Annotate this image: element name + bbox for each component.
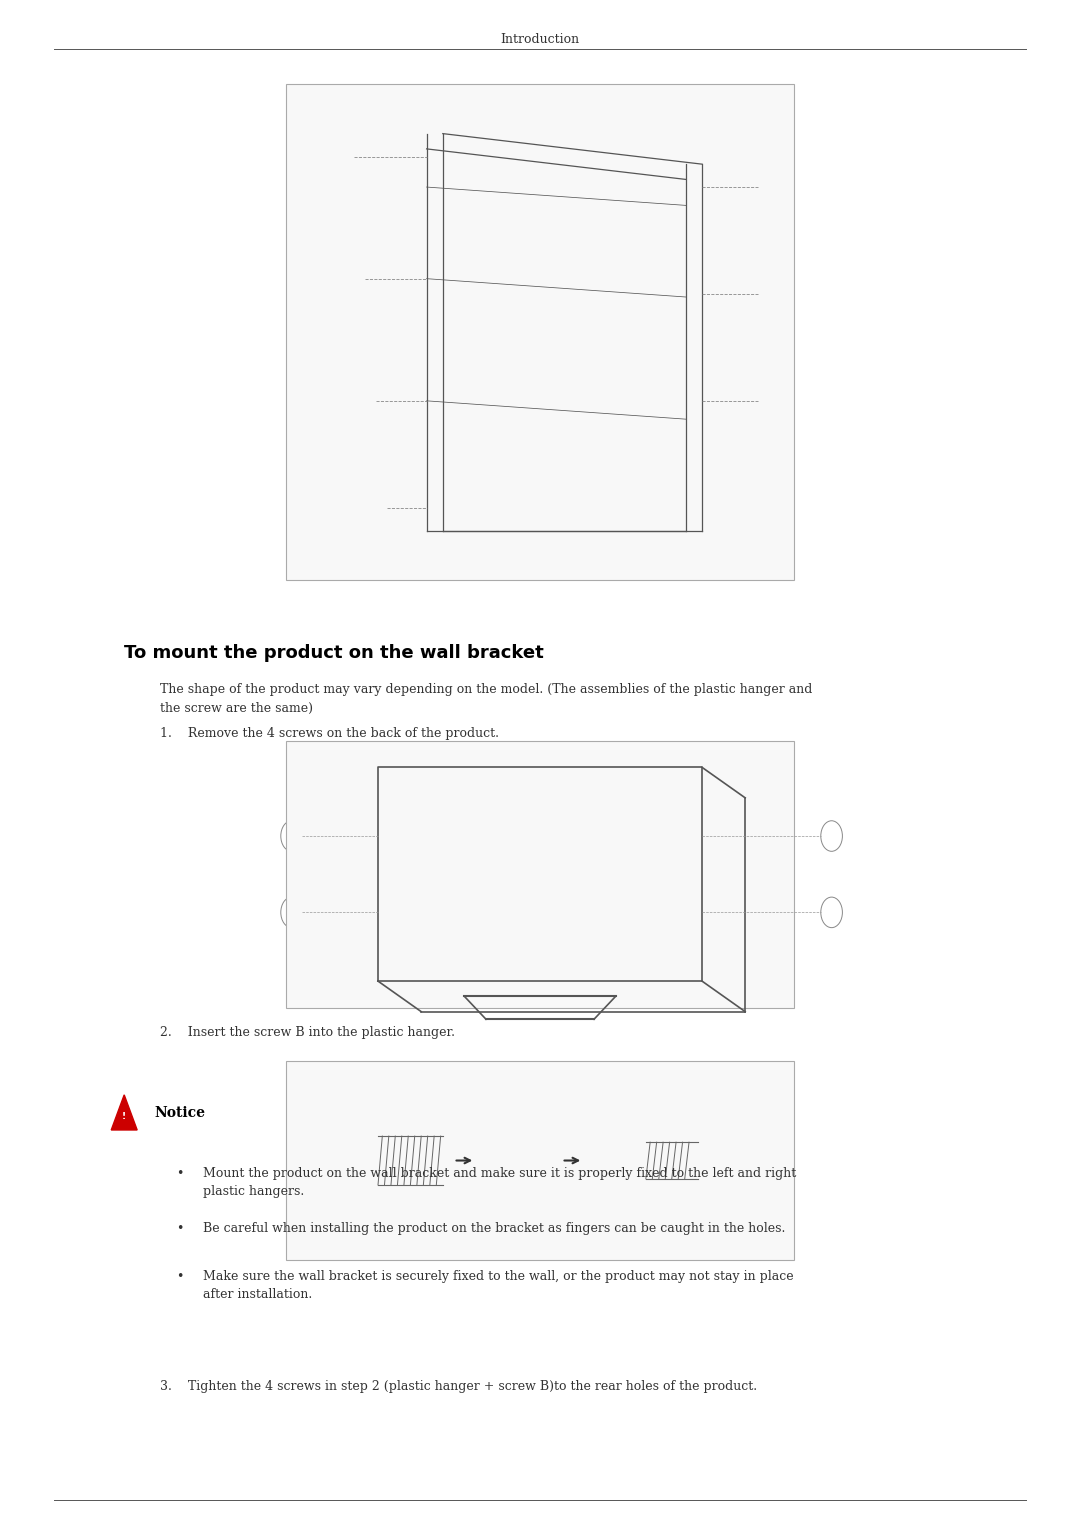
- Bar: [698, 1133, 713, 1188]
- Text: 3.    Tighten the 4 screws in step 2 (plastic hanger + screw B)to the rear holes: 3. Tighten the 4 screws in step 2 (plast…: [160, 1380, 757, 1394]
- Text: Make sure the wall bracket is securely fixed to the wall, or the product may not: Make sure the wall bracket is securely f…: [203, 1270, 794, 1301]
- Text: To mount the product on the wall bracket: To mount the product on the wall bracket: [124, 644, 544, 663]
- Text: Notice: Notice: [154, 1106, 205, 1121]
- Bar: [286, 741, 794, 1008]
- Text: 1.    Remove the 4 screws on the back of the product.: 1. Remove the 4 screws on the back of th…: [160, 727, 499, 741]
- Bar: [286, 1061, 794, 1260]
- Text: The shape of the product may vary depending on the model. (The assemblies of the: The shape of the product may vary depend…: [160, 683, 812, 715]
- Text: Be careful when installing the product on the bracket as fingers can be caught i: Be careful when installing the product o…: [203, 1222, 785, 1235]
- Bar: [286, 84, 794, 580]
- Text: Introduction: Introduction: [500, 34, 580, 46]
- Bar: [362, 1127, 378, 1194]
- Text: •: •: [176, 1270, 184, 1284]
- Bar: [596, 1122, 646, 1199]
- Bar: [488, 1122, 538, 1199]
- Text: Mount the product on the wall bracket and make sure it is properly fixed to the : Mount the product on the wall bracket an…: [203, 1167, 796, 1197]
- Text: •: •: [176, 1222, 184, 1235]
- Text: •: •: [176, 1167, 184, 1180]
- Circle shape: [499, 1141, 527, 1180]
- Text: !: !: [122, 1112, 126, 1121]
- Text: 2.    Insert the screw B into the plastic hanger.: 2. Insert the screw B into the plastic h…: [160, 1026, 455, 1040]
- Polygon shape: [111, 1095, 137, 1130]
- Bar: [486, 846, 594, 901]
